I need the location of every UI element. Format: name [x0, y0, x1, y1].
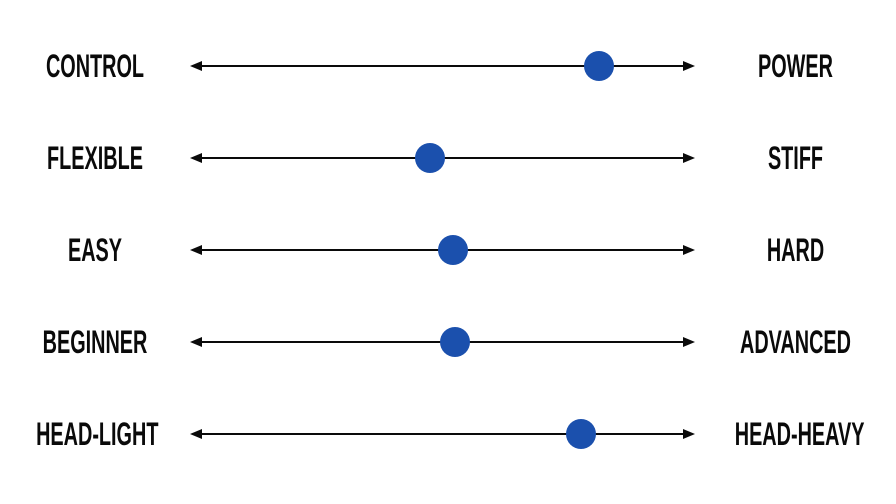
- arrow-right-icon: [683, 61, 695, 71]
- scale-row: FLEXIBLE STIFF: [0, 112, 896, 204]
- scale-line: [200, 65, 685, 67]
- arrow-left-icon: [190, 337, 202, 347]
- arrow-left-icon: [190, 61, 202, 71]
- scale-right-label: HARD: [766, 232, 825, 268]
- arrow-right-icon: [683, 337, 695, 347]
- scale-dot[interactable]: [566, 419, 597, 449]
- scale-row: HEAD-LIGHT HEAD-HEAVY: [0, 388, 896, 480]
- scale-left-label: CONTROL: [45, 48, 145, 84]
- arrow-right-icon: [683, 429, 695, 439]
- scale-row: CONTROL POWER: [0, 20, 896, 112]
- scale-left-label: HEAD-LIGHT: [36, 416, 159, 452]
- arrow-right-icon: [683, 153, 695, 163]
- scale-track: [190, 388, 695, 480]
- arrow-right-icon: [683, 245, 695, 255]
- scale-right-label: STIFF: [767, 140, 824, 176]
- scale-dot[interactable]: [437, 235, 468, 265]
- scale-row: BEGINNER ADVANCED: [0, 296, 896, 388]
- scale-right-label: ADVANCED: [740, 324, 851, 360]
- scale-right-label: HEAD-HEAVY: [734, 416, 865, 452]
- scale-dot[interactable]: [414, 143, 445, 173]
- scale-dot[interactable]: [440, 327, 471, 357]
- scale-left-label: EASY: [67, 232, 123, 268]
- arrow-left-icon: [190, 245, 202, 255]
- arrow-left-icon: [190, 429, 202, 439]
- scale-row: EASY HARD: [0, 204, 896, 296]
- scale-left-label: FLEXIBLE: [47, 140, 143, 176]
- scale-dot[interactable]: [584, 51, 615, 81]
- scale-track: [190, 20, 695, 112]
- arrow-left-icon: [190, 153, 202, 163]
- scale-track: [190, 204, 695, 296]
- scale-left-label: BEGINNER: [42, 324, 148, 360]
- scale-track: [190, 112, 695, 204]
- scale-line: [200, 433, 685, 435]
- scale-right-label: POWER: [758, 48, 833, 84]
- scale-track: [190, 296, 695, 388]
